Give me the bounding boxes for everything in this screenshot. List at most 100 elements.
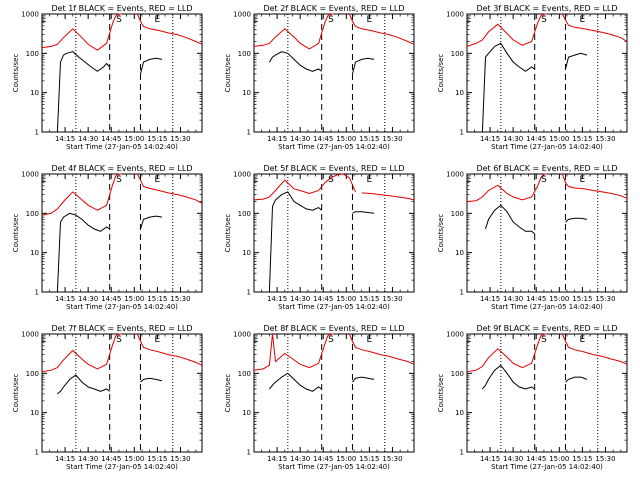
plot-frame	[253, 333, 415, 453]
x-tick-label: 14:30	[503, 455, 523, 463]
marker-label: E	[580, 15, 586, 25]
x-tick-label: 15:30	[170, 295, 190, 303]
events-series-line	[268, 191, 323, 293]
events-series-line	[565, 217, 588, 223]
marker-label: E	[580, 175, 586, 185]
y-tick-label: 10	[30, 249, 39, 257]
chart-title: Det 1f BLACK = Events, RED = LLD	[51, 4, 192, 13]
x-tick-label: 15:15	[147, 135, 167, 143]
marker-label: S	[541, 15, 547, 25]
y-tick-label: 10	[455, 409, 464, 417]
x-tick-label: 15:30	[595, 135, 615, 143]
x-tick-label: 15:00	[336, 295, 356, 303]
plot-frame	[253, 173, 415, 293]
x-tick-label: 14:15	[267, 455, 287, 463]
events-series-line	[482, 364, 535, 390]
marker-label: S	[116, 335, 122, 345]
lld-series-line	[348, 13, 415, 45]
x-tick-label: 15:30	[595, 455, 615, 463]
x-tick-label: 14:45	[101, 135, 121, 143]
events-series-line	[140, 377, 163, 383]
x-tick-label: 15:00	[336, 455, 356, 463]
marker-label: E	[580, 335, 586, 345]
x-tick-label: 14:30	[78, 455, 98, 463]
x-tick-label: 14:15	[480, 455, 500, 463]
y-tick-label: 10	[455, 89, 464, 97]
y-axis-label: Counts/sec	[224, 54, 232, 93]
y-tick-label: 100	[451, 370, 464, 378]
y-tick-label: 100	[238, 370, 251, 378]
y-tick-label: 100	[26, 50, 39, 58]
lld-series-line	[41, 173, 122, 216]
chart-title: Det 8f BLACK = Events, RED = LLD	[263, 324, 404, 333]
chart-title: Det 3f BLACK = Events, RED = LLD	[476, 4, 617, 13]
x-tick-label: 15:30	[170, 455, 190, 463]
marker-label: S	[116, 175, 122, 185]
y-axis-label: Counts/sec	[437, 54, 445, 93]
events-series-line	[140, 57, 163, 75]
x-axis-label: Start Time (27-Jan-05 14:02:40)	[491, 303, 603, 311]
lld-series-line	[466, 173, 547, 202]
lld-series-line	[136, 333, 203, 366]
marker-label: E	[367, 15, 373, 25]
lld-series-line	[561, 13, 628, 42]
x-tick-label: 15:00	[549, 455, 569, 463]
y-tick-label: 100	[238, 50, 251, 58]
panel-5: Det 5f BLACK = Events, RED = LLD 1 10 100 10…	[224, 164, 415, 311]
x-tick-label: 14:45	[313, 135, 333, 143]
panel-6: Det 6f BLACK = Events, RED = LLD 1 10 100 10…	[437, 164, 628, 311]
y-tick-label: 1000	[21, 331, 39, 339]
x-tick-label: 15:00	[336, 135, 356, 143]
y-axis-label: Counts/sec	[224, 374, 232, 413]
x-axis-label: Start Time (27-Jan-05 14:02:40)	[66, 143, 178, 151]
x-tick-label: 14:30	[503, 295, 523, 303]
chart-title: Det 7f BLACK = Events, RED = LLD	[51, 324, 192, 333]
panel-9: Det 9f BLACK = Events, RED = LLD 1 10 100 10…	[437, 324, 628, 471]
y-axis-label: Counts/sec	[12, 54, 20, 93]
x-tick-label: 14:15	[55, 455, 75, 463]
x-tick-label: 15:00	[549, 135, 569, 143]
events-series-line	[57, 374, 110, 395]
panel-4: Det 4f BLACK = Events, RED = LLD 1 10 100 10…	[12, 164, 203, 311]
marker-label: E	[155, 335, 161, 345]
y-tick-label: 1	[35, 129, 39, 137]
y-axis-label: Counts/sec	[12, 374, 20, 413]
x-tick-label: 14:30	[78, 135, 98, 143]
lld-series-line	[41, 333, 122, 373]
marker-label: S	[541, 335, 547, 345]
x-tick-label: 14:45	[313, 295, 333, 303]
y-tick-label: 1000	[233, 331, 251, 339]
marker-label: E	[466, 175, 472, 185]
y-tick-label: 1000	[21, 171, 39, 179]
panel-3: Det 3f BLACK = Events, RED = LLD 1 10 100 10…	[437, 4, 628, 151]
y-tick-label: 1	[247, 129, 251, 137]
x-tick-label: 15:00	[124, 135, 144, 143]
x-axis-label: Start Time (27-Jan-05 14:02:40)	[491, 143, 603, 151]
y-tick-label: 100	[451, 50, 464, 58]
events-series-line	[56, 51, 111, 133]
lld-series-line	[136, 13, 203, 45]
x-tick-label: 15:00	[124, 295, 144, 303]
events-series-line	[352, 57, 375, 75]
chart-title: Det 6f BLACK = Events, RED = LLD	[476, 164, 617, 173]
plot-frame	[41, 13, 203, 133]
marker-label: E	[155, 15, 161, 25]
events-series-line	[565, 376, 588, 383]
x-axis-label: Start Time (27-Jan-05 14:02:40)	[66, 303, 178, 311]
y-tick-label: 1	[247, 289, 251, 297]
x-tick-label: 15:30	[382, 135, 402, 143]
x-tick-label: 14:45	[101, 455, 121, 463]
y-tick-label: 10	[455, 249, 464, 257]
y-axis-label: Counts/sec	[437, 374, 445, 413]
marker-label: E	[253, 175, 259, 185]
x-tick-label: 15:15	[572, 295, 592, 303]
y-tick-label: 100	[26, 210, 39, 218]
marker-label: E	[41, 15, 47, 25]
marker-label: E	[41, 335, 47, 345]
lld-series-line	[466, 333, 547, 373]
y-tick-label: 1000	[21, 11, 39, 19]
y-tick-label: 100	[26, 370, 39, 378]
chart-title: Det 2f BLACK = Events, RED = LLD	[263, 4, 404, 13]
x-tick-label: 14:30	[290, 455, 310, 463]
